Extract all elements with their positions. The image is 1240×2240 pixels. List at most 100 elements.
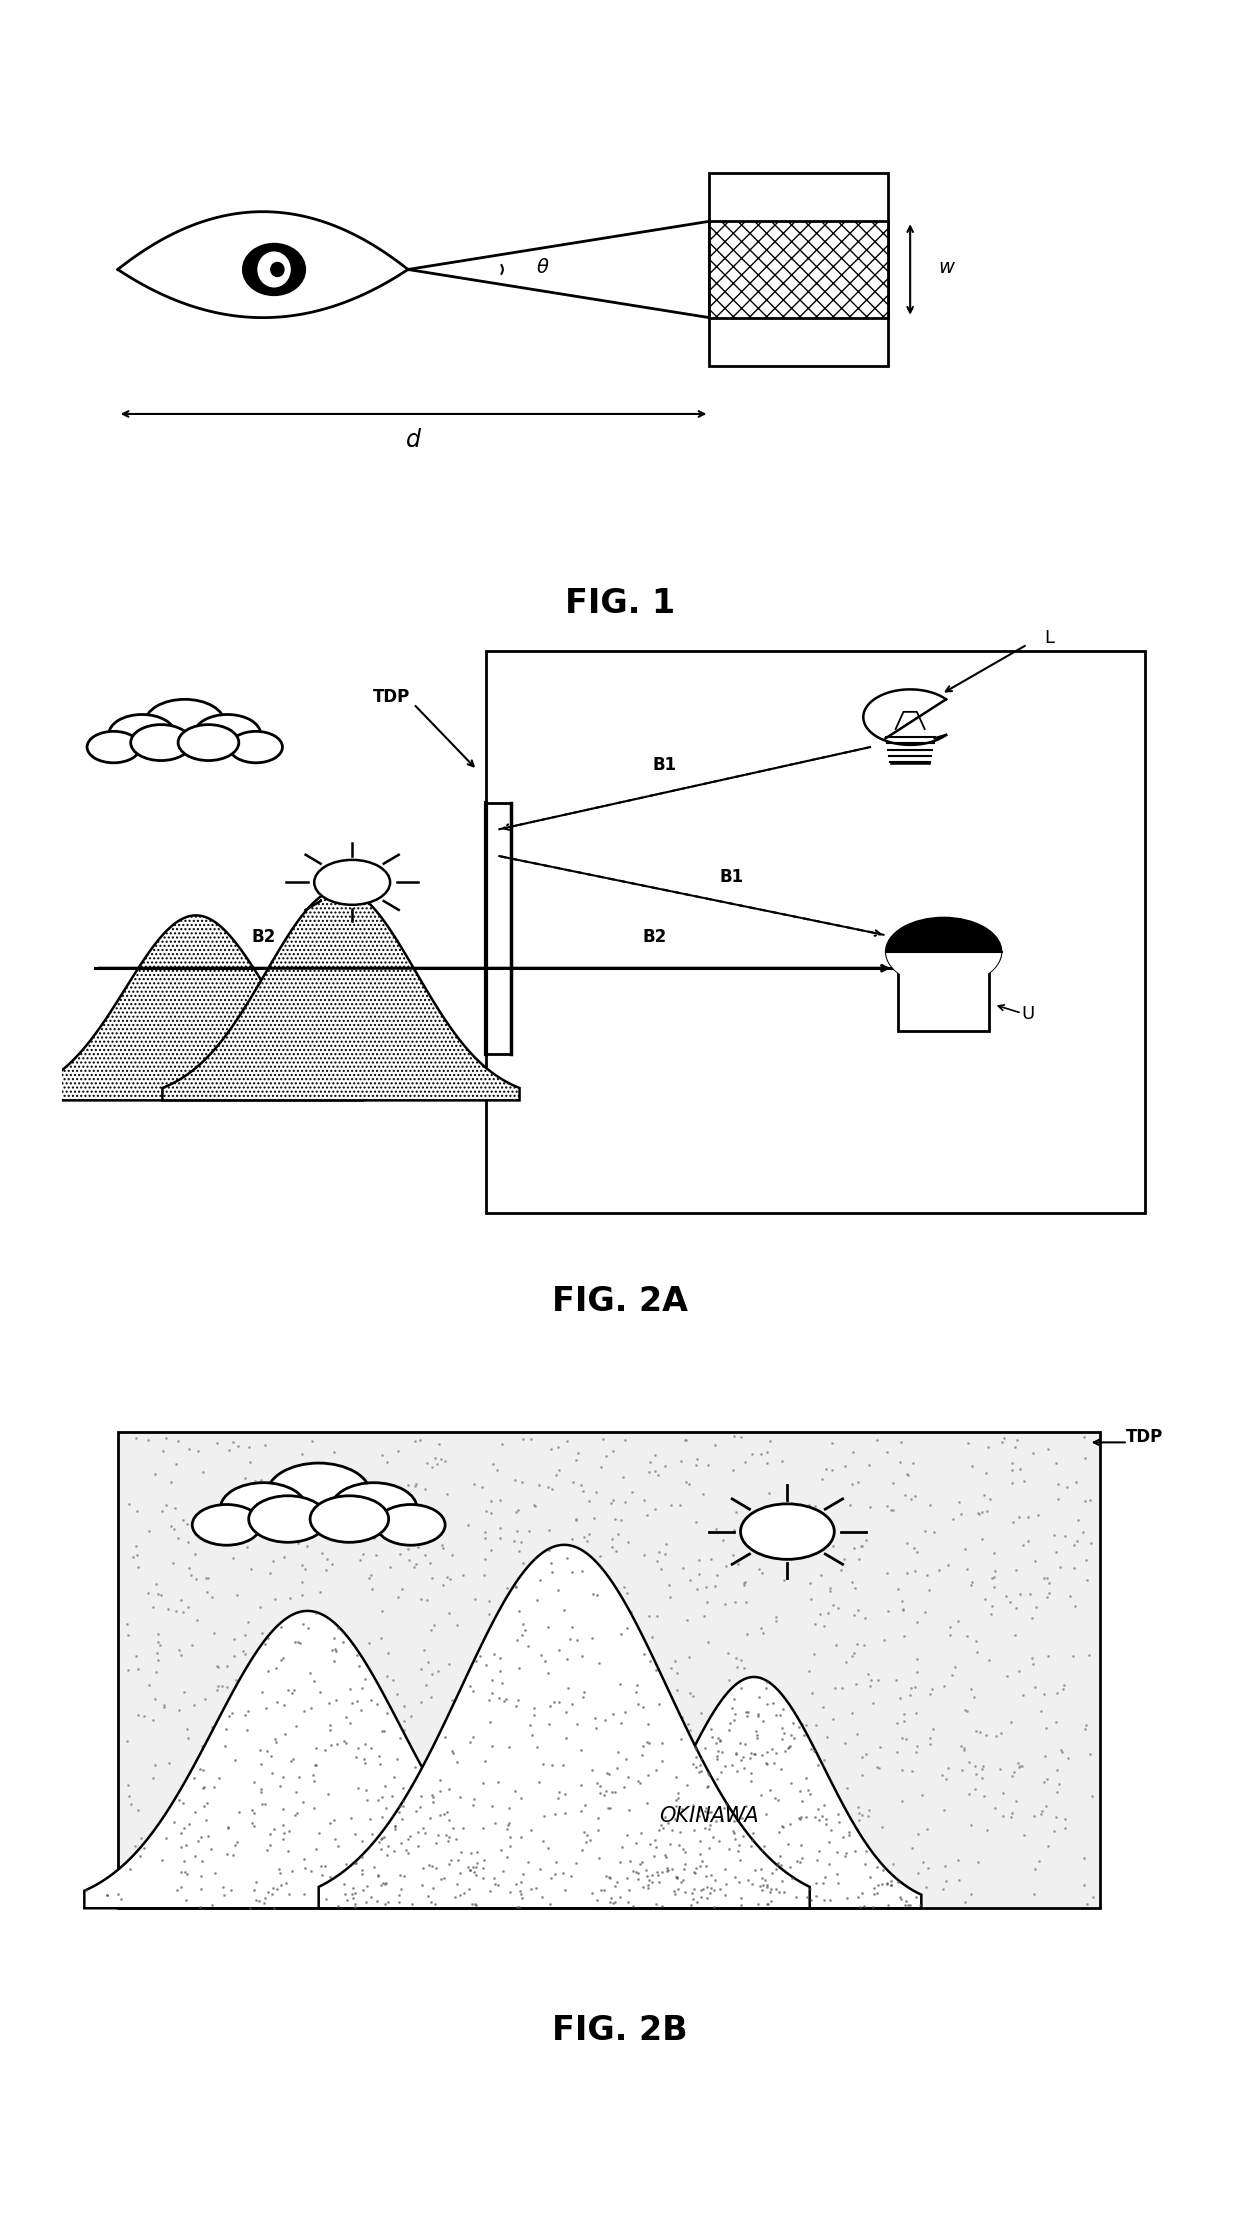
Point xyxy=(796,1761,816,1796)
Point xyxy=(620,1832,640,1868)
Point xyxy=(241,1812,260,1848)
Point xyxy=(353,1873,373,1908)
Point xyxy=(472,1850,492,1886)
Point xyxy=(780,1805,800,1841)
Point xyxy=(559,1622,579,1658)
Point xyxy=(1008,1745,1028,1781)
Point xyxy=(688,1557,708,1593)
Point xyxy=(429,1817,449,1852)
Point xyxy=(386,1803,405,1839)
Point xyxy=(346,1879,366,1915)
Point xyxy=(383,1662,403,1698)
Point xyxy=(460,1714,480,1749)
Point xyxy=(293,1564,312,1599)
Point xyxy=(666,1758,686,1794)
Point xyxy=(572,1832,591,1868)
Point xyxy=(646,1752,666,1788)
Point xyxy=(691,1837,711,1873)
Point xyxy=(697,1794,717,1830)
Point xyxy=(680,1711,699,1747)
Point xyxy=(844,1635,864,1671)
Point xyxy=(541,1861,560,1897)
Point xyxy=(445,1879,465,1915)
Point xyxy=(407,1467,427,1503)
Point xyxy=(890,1680,910,1716)
Point xyxy=(340,1671,360,1707)
Point xyxy=(376,1790,396,1826)
Point xyxy=(480,1873,500,1908)
Point xyxy=(239,1478,259,1514)
Point xyxy=(174,1503,193,1539)
Point xyxy=(640,1861,660,1897)
Point xyxy=(661,1835,681,1870)
Point xyxy=(326,1682,346,1718)
Point xyxy=(634,1537,653,1572)
Point xyxy=(223,1837,243,1873)
Point xyxy=(247,1727,267,1763)
Point xyxy=(680,1803,699,1839)
Point xyxy=(651,1772,671,1808)
Point xyxy=(665,1644,684,1680)
Point xyxy=(146,1635,166,1671)
Point xyxy=(993,1799,1013,1835)
Point xyxy=(148,1615,167,1651)
Point xyxy=(479,1763,498,1799)
Point xyxy=(1001,1584,1021,1620)
Point xyxy=(274,1808,294,1844)
Point xyxy=(558,1543,578,1579)
Point xyxy=(374,1767,394,1803)
Point xyxy=(177,1857,197,1893)
Point xyxy=(394,1689,414,1725)
Point xyxy=(466,1642,486,1678)
Point xyxy=(730,1725,750,1761)
Point xyxy=(771,1691,791,1727)
Point xyxy=(460,1852,480,1888)
Point xyxy=(384,1472,404,1508)
Point xyxy=(686,1729,706,1765)
Point xyxy=(185,1839,205,1875)
Point xyxy=(826,1626,846,1662)
Point xyxy=(719,1705,739,1740)
Point xyxy=(1073,1514,1092,1550)
Point xyxy=(801,1581,821,1617)
Point xyxy=(833,1819,853,1855)
Point xyxy=(252,1615,272,1651)
Point xyxy=(148,1577,167,1613)
Point xyxy=(269,1852,289,1888)
Point xyxy=(671,1487,691,1523)
Point xyxy=(684,1855,704,1891)
Point xyxy=(356,1772,376,1808)
Point xyxy=(128,1698,148,1734)
Point xyxy=(556,1749,575,1785)
Point xyxy=(187,1602,207,1637)
Point xyxy=(490,1653,510,1689)
Point xyxy=(353,1537,373,1572)
Point xyxy=(496,1680,516,1716)
Point xyxy=(177,1508,197,1543)
Point xyxy=(472,1469,492,1505)
Point xyxy=(610,1844,630,1879)
Point xyxy=(932,1756,952,1792)
Point xyxy=(565,1537,585,1572)
Point xyxy=(753,1776,773,1812)
Point xyxy=(580,1821,600,1857)
Point xyxy=(413,1850,433,1886)
Point xyxy=(536,1832,556,1868)
Point xyxy=(852,1528,872,1564)
Point xyxy=(847,1667,867,1702)
Point xyxy=(501,1857,521,1893)
Point xyxy=(670,1814,689,1850)
Point xyxy=(972,1752,992,1788)
Point xyxy=(677,1602,697,1637)
Point xyxy=(936,1761,956,1796)
Point xyxy=(732,1770,751,1805)
Point xyxy=(138,1575,157,1611)
Point xyxy=(484,1859,503,1895)
Point xyxy=(786,1857,806,1893)
Point xyxy=(901,1669,921,1705)
Point xyxy=(273,1758,293,1794)
Point xyxy=(642,1620,662,1655)
Point xyxy=(272,1866,291,1902)
Point xyxy=(789,1496,808,1532)
Point xyxy=(342,1684,362,1720)
